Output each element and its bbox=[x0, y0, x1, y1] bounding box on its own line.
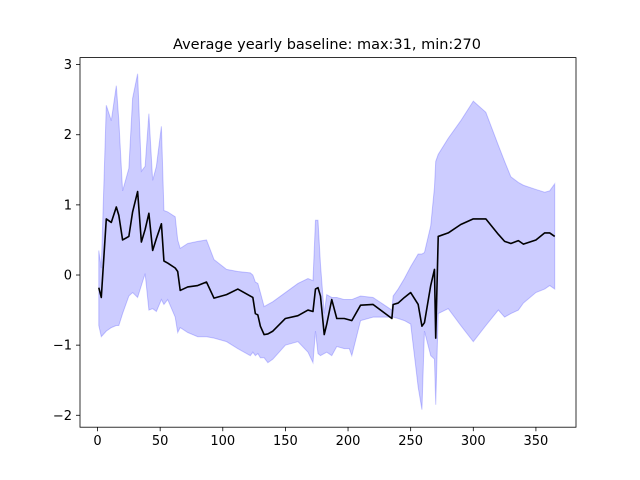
x-tick-label: 200 bbox=[336, 434, 361, 449]
y-tick-label: 3 bbox=[64, 58, 72, 73]
confidence-band bbox=[98, 73, 556, 410]
x-tick-label: 250 bbox=[398, 434, 423, 449]
axis-ticks: 0 50 100 150 200 250 300 350 −2 −1 0 1 2 3 bbox=[53, 58, 549, 449]
x-tick-label: 0 bbox=[93, 434, 101, 449]
y-tick-label: 1 bbox=[64, 198, 72, 213]
x-tick-label: 300 bbox=[461, 434, 486, 449]
x-tick-label: 100 bbox=[210, 434, 235, 449]
y-tick-label: 0 bbox=[64, 269, 72, 284]
chart-title: Average yearly baseline: max:31, min:270 bbox=[173, 37, 481, 53]
x-tick-label: 350 bbox=[524, 434, 549, 449]
y-tick-label: −1 bbox=[53, 339, 72, 354]
axes-frame bbox=[79, 57, 577, 428]
plot-area bbox=[98, 73, 556, 410]
y-tick-label: 2 bbox=[64, 128, 72, 143]
x-tick-label: 150 bbox=[273, 434, 298, 449]
y-tick-label: −2 bbox=[53, 409, 72, 424]
x-tick-label: 50 bbox=[152, 434, 169, 449]
mean-line bbox=[98, 190, 556, 339]
